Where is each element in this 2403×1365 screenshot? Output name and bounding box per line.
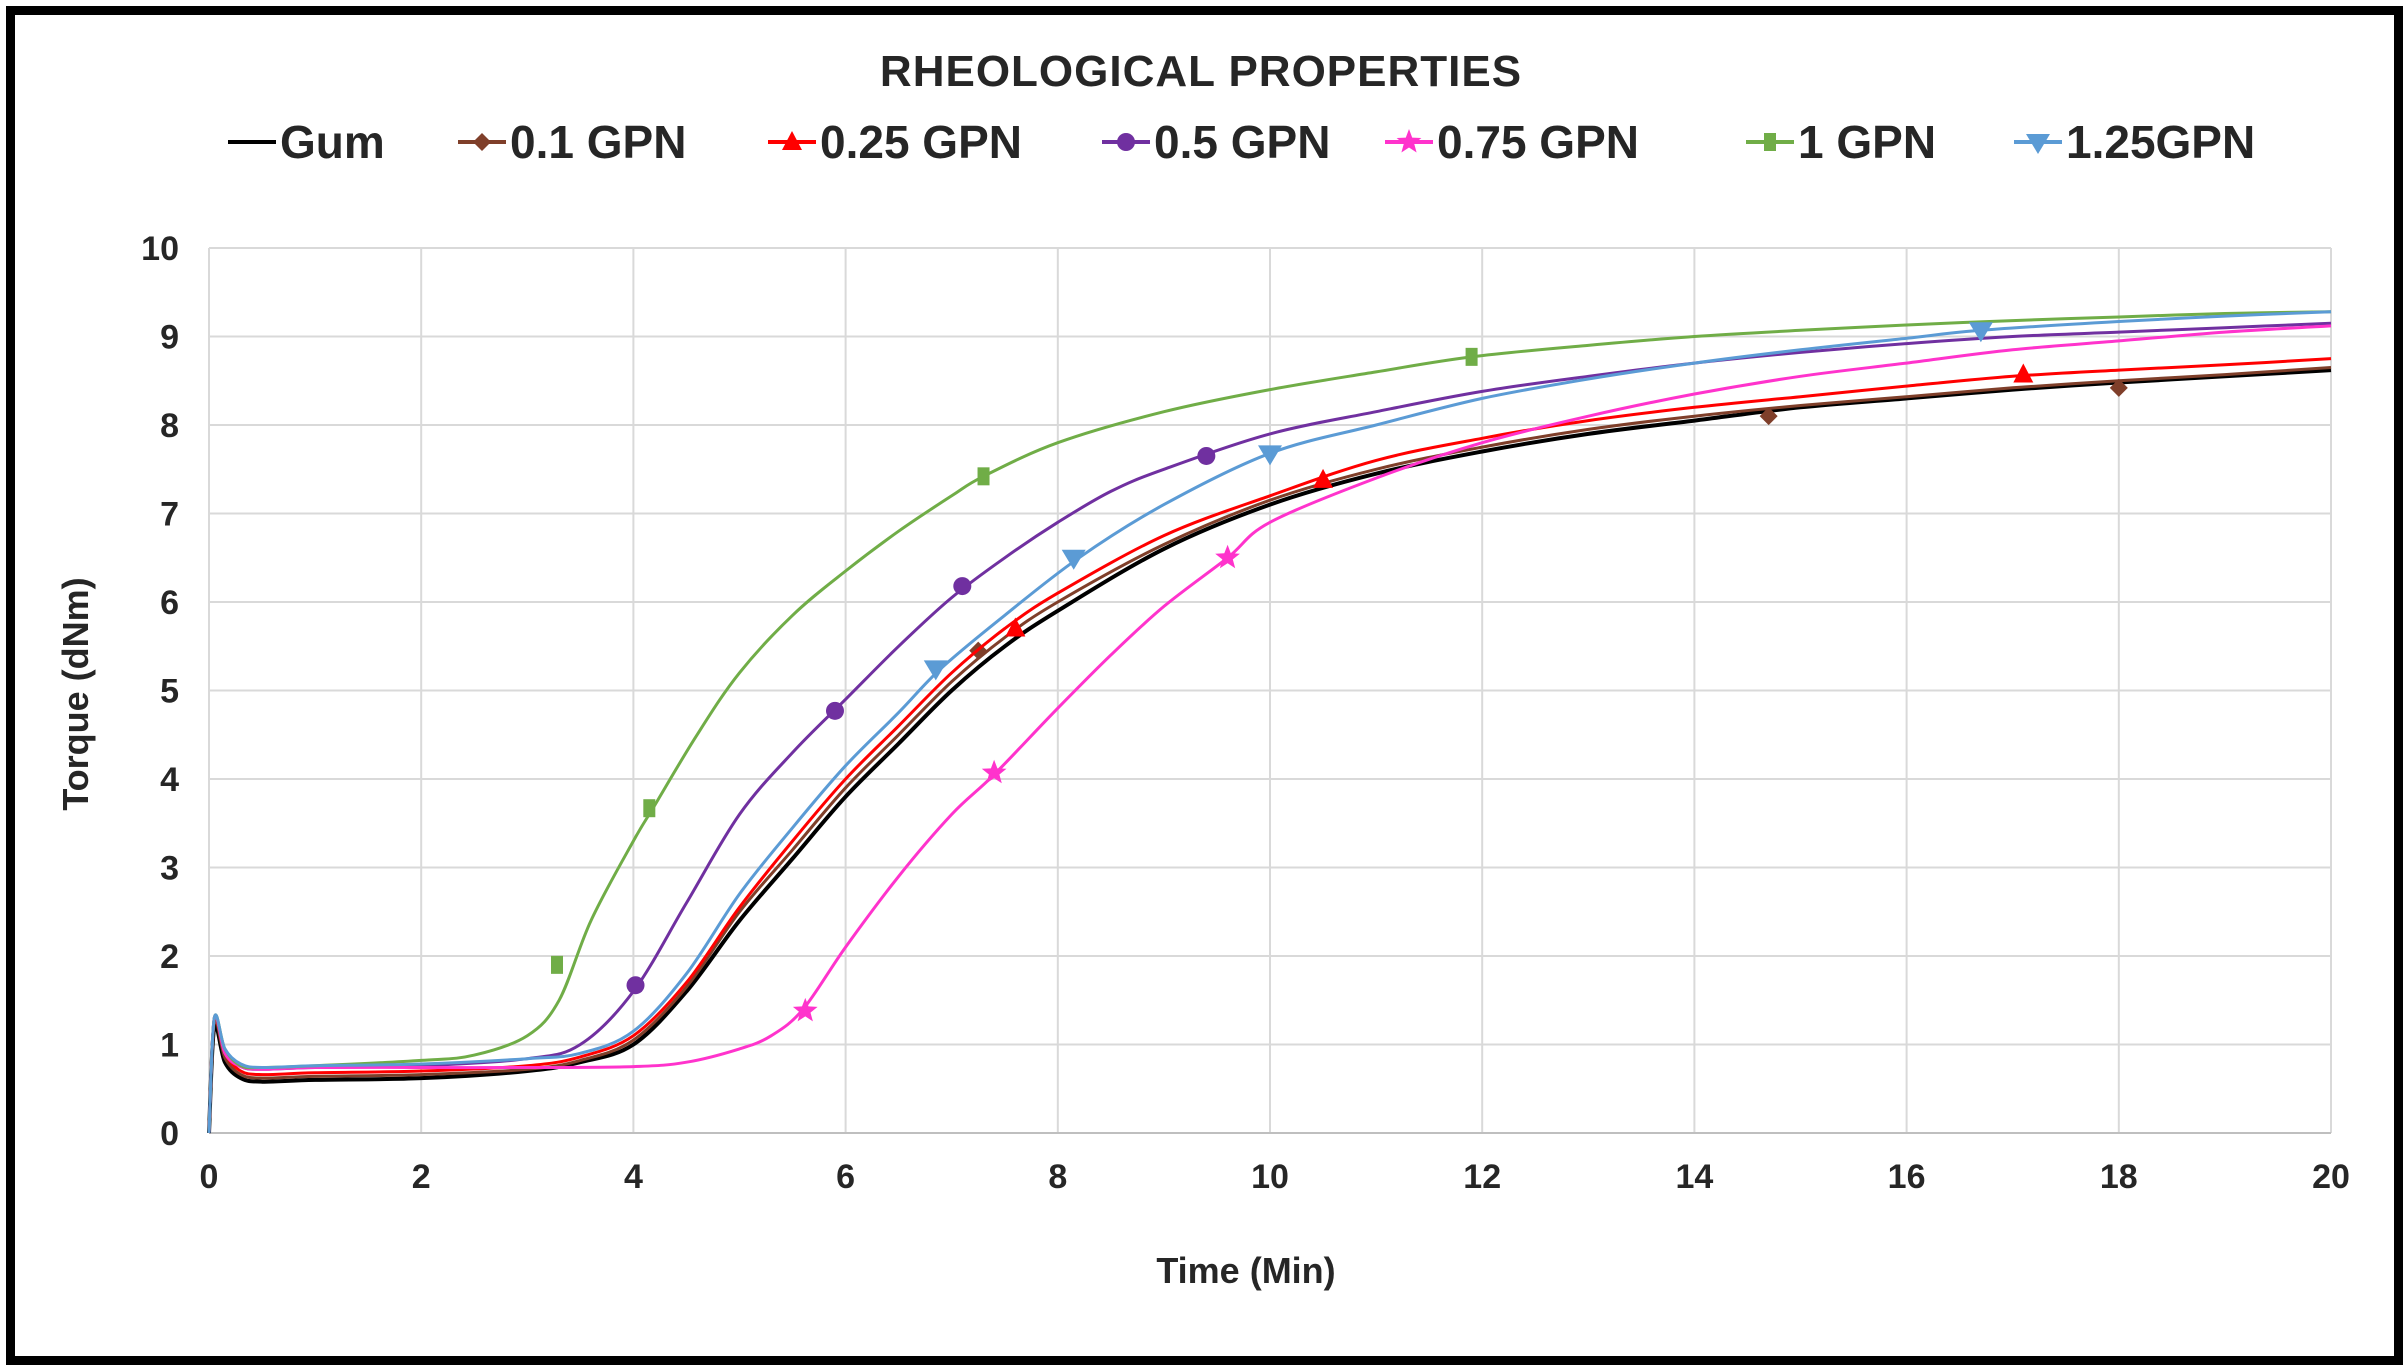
legend-label-0-5-gpn: 0.5 GPN (1154, 116, 1330, 168)
series-line-0-1-gpn (207, 366, 2332, 1134)
data-point-0-5-gpn (1197, 446, 1216, 465)
y-tick-label: 4 (160, 761, 179, 799)
data-point-0-1-gpn (2109, 378, 2128, 397)
legend-item-1-25gpn: 1.25GPN (2014, 116, 2255, 168)
legend-label-1-25gpn: 1.25GPN (2066, 116, 2255, 168)
data-point-0-75-gpn (981, 759, 1007, 784)
x-tick-label: 10 (1251, 1158, 1289, 1196)
y-tick-label: 5 (160, 673, 179, 711)
data-point-0-5-gpn (953, 577, 972, 596)
series-line-gum (207, 368, 2332, 1134)
data-point-1-gpn (551, 955, 564, 974)
series-line-1-gpn (207, 310, 2332, 1134)
y-tick-label: 1 (160, 1027, 179, 1065)
legend-item-0-75-gpn: 0.75 GPN (1385, 116, 1639, 168)
data-point-0-25-gpn (2013, 363, 2034, 383)
data-point-1-gpn (1465, 347, 1478, 366)
legend-label-1-gpn: 1 GPN (1798, 116, 1936, 168)
axes (208, 248, 2331, 1134)
legend-item-gum: Gum (228, 116, 385, 168)
data-point-0-25-gpn (1313, 468, 1334, 488)
data-point-0-75-gpn (792, 997, 818, 1022)
series-0-75-gpn (207, 324, 2332, 1134)
data-point-1-25gpn (1258, 445, 1282, 466)
series-1-gpn (207, 310, 2332, 1134)
legend-marker-0-5-gpn (1117, 133, 1135, 151)
series-gum (207, 368, 2332, 1134)
series-line-1-25gpn (207, 310, 2332, 1134)
series-line-0-25-gpn (207, 357, 2332, 1134)
x-tick-label: 0 (200, 1158, 219, 1196)
legend-marker-0-25-gpn (782, 131, 802, 150)
legend-item-0-1-gpn: 0.1 GPN (458, 116, 686, 168)
legend-label-0-25-gpn: 0.25 GPN (820, 116, 1022, 168)
legend-marker-0-1-gpn (473, 133, 491, 151)
data-point-1-gpn (977, 467, 990, 486)
y-tick-label: 2 (160, 938, 179, 976)
legend: Gum 0.1 GPN 0.25 GPN 0.5 GPN 0.75 GPN 1 GPN 1.… (228, 116, 2255, 168)
x-tick-label: 2 (412, 1158, 431, 1196)
legend-label-0-1-gpn: 0.1 GPN (510, 116, 686, 168)
legend-marker-1-gpn (1764, 133, 1776, 151)
data-point-0-5-gpn (825, 701, 844, 720)
legend-label-0-75-gpn: 0.75 GPN (1437, 116, 1639, 168)
legend-item-1-gpn: 1 GPN (1746, 116, 1936, 168)
data-point-0-75-gpn (1215, 544, 1240, 569)
x-tick-label: 12 (1463, 1158, 1501, 1196)
legend-item-0-25-gpn: 0.25 GPN (768, 116, 1022, 168)
y-tick-label: 8 (160, 407, 179, 445)
data-point-0-5-gpn (626, 976, 645, 995)
chart-frame (6, 6, 2403, 1365)
series-line-0-75-gpn (207, 324, 2332, 1134)
x-tick-label: 14 (1675, 1158, 1713, 1196)
x-tick-label: 6 (836, 1158, 855, 1196)
x-tick-label: 16 (1888, 1158, 1926, 1196)
series-1-25gpn (207, 310, 2332, 1134)
y-tick-label: 6 (160, 584, 179, 622)
legend-item-0-5-gpn: 0.5 GPN (1102, 116, 1330, 168)
data-point-1-25gpn (1061, 549, 1086, 570)
legend-marker-1-25gpn (2026, 134, 2050, 154)
series-0-25-gpn (207, 357, 2332, 1134)
data-point-0-25-gpn (1005, 617, 1026, 637)
plot-area (207, 310, 2332, 1134)
legend-label-gum: Gum (280, 116, 385, 168)
x-tick-label: 8 (1048, 1158, 1067, 1196)
data-point-1-25gpn (923, 660, 948, 681)
x-tick-label: 18 (2100, 1158, 2138, 1196)
data-point-1-25gpn (1968, 322, 1993, 343)
legend-marker-0-75-gpn (1396, 129, 1422, 153)
y-tick-label: 3 (160, 850, 179, 888)
data-point-0-1-gpn (1759, 407, 1778, 426)
y-tick-label: 0 (160, 1115, 179, 1153)
y-axis-label: Torque (dNm) (55, 577, 96, 810)
chart-title: RHEOLOGICAL PROPERTIES (880, 47, 1522, 96)
y-tick-label: 9 (160, 319, 179, 357)
data-point-1-gpn (643, 799, 656, 818)
y-tick-label: 10 (141, 230, 179, 268)
x-tick-label: 4 (624, 1158, 643, 1196)
x-tick-label: 20 (2312, 1158, 2350, 1196)
x-axis-label: Time (Min) (1156, 1250, 1335, 1291)
y-tick-label: 7 (160, 496, 179, 534)
grid (208, 247, 2332, 1134)
